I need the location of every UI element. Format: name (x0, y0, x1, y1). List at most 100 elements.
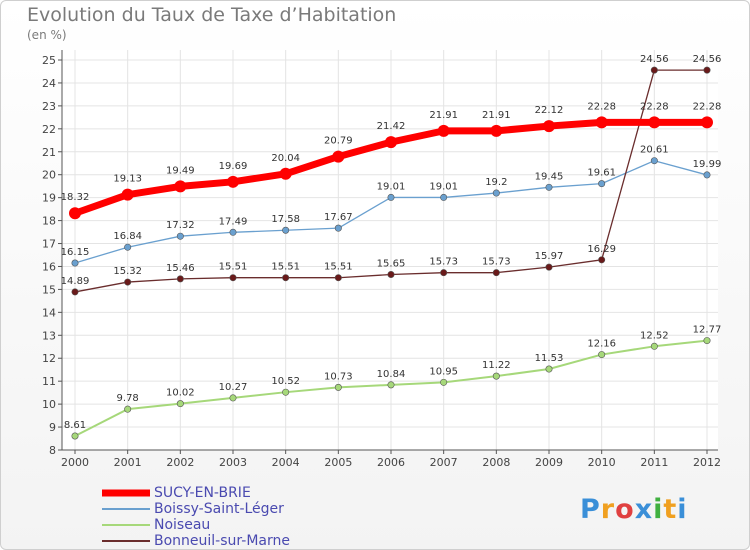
data-point (69, 207, 81, 220)
data-label: 17.32 (166, 220, 195, 231)
data-label: 22.28 (693, 101, 722, 112)
data-label: 15.46 (166, 263, 195, 274)
data-label: 17.49 (219, 216, 248, 227)
data-point (490, 124, 503, 137)
data-label: 20.79 (324, 136, 353, 147)
data-label: 14.89 (61, 276, 90, 287)
data-label: 10.95 (429, 366, 458, 377)
data-label: 15.73 (482, 257, 511, 268)
y-tick-label: 25 (42, 54, 56, 67)
data-point (229, 394, 237, 402)
legend-label: Noiseau (154, 517, 211, 533)
y-tick-label: 14 (42, 306, 56, 319)
data-label: 19.45 (535, 171, 564, 182)
x-tick-label: 2011 (640, 456, 668, 469)
proxiti-logo: Proxiti (580, 494, 688, 525)
data-label: 21.91 (482, 110, 511, 121)
data-point (176, 232, 184, 240)
data-point (650, 342, 658, 350)
data-label: 19.99 (693, 159, 722, 170)
data-point (545, 365, 553, 373)
data-point (648, 116, 661, 129)
data-point (387, 193, 395, 201)
data-point (492, 372, 500, 380)
data-point (71, 259, 79, 267)
y-tick-label: 22 (42, 123, 56, 136)
data-label: 19.01 (429, 181, 458, 192)
data-label: 15.65 (377, 259, 406, 270)
data-point (332, 150, 345, 163)
data-point (387, 381, 395, 389)
data-point (440, 378, 448, 386)
data-label: 12.77 (693, 325, 722, 336)
data-label: 22.12 (535, 105, 564, 116)
data-point (385, 136, 397, 149)
data-label: 16.29 (587, 244, 616, 255)
x-tick-label: 2008 (482, 456, 510, 469)
data-label: 11.22 (482, 360, 511, 371)
y-tick-label: 8 (49, 444, 56, 457)
x-tick-label: 2004 (272, 456, 300, 469)
data-label: 11.53 (535, 353, 564, 364)
data-label: 19.49 (166, 165, 195, 176)
data-label: 15.32 (113, 266, 142, 277)
y-tick-label: 17 (42, 238, 56, 251)
data-label: 9.78 (117, 393, 139, 404)
y-tick-label: 18 (42, 215, 56, 228)
data-point (598, 256, 606, 264)
data-point (703, 171, 711, 179)
data-label: 12.52 (640, 330, 669, 341)
data-point (176, 400, 184, 408)
data-point (124, 405, 132, 413)
data-label: 19.13 (113, 174, 142, 185)
data-label: 17.58 (271, 214, 300, 225)
y-tick-label: 21 (42, 146, 56, 159)
data-label: 19.61 (587, 168, 616, 179)
data-point (282, 388, 290, 396)
data-point (437, 124, 450, 137)
y-tick-label: 16 (42, 260, 56, 273)
data-label: 24.56 (640, 54, 669, 65)
data-label: 19.2 (485, 177, 507, 188)
data-point (492, 189, 500, 197)
data-label: 21.42 (377, 121, 406, 132)
y-tick-label: 10 (42, 398, 56, 411)
data-label: 10.27 (219, 382, 248, 393)
data-point (282, 226, 290, 234)
data-label: 18.32 (61, 192, 90, 203)
unit-label: (en %) (27, 28, 67, 42)
x-tick-label: 2005 (324, 456, 352, 469)
data-label: 16.84 (113, 231, 142, 242)
data-label: 10.52 (271, 376, 300, 387)
data-label: 21.91 (429, 110, 458, 121)
data-point (124, 278, 132, 286)
data-label: 24.56 (693, 54, 722, 65)
data-point (650, 157, 658, 165)
data-point (279, 167, 292, 180)
legend-item-bonneuil: Bonneuil-sur-Marne (100, 533, 290, 549)
data-point (71, 288, 79, 296)
data-point (703, 337, 711, 345)
x-tick-label: 2009 (535, 456, 563, 469)
data-point (701, 116, 713, 129)
x-tick-label: 2001 (114, 456, 142, 469)
data-point (440, 269, 448, 277)
logo-letter: r (600, 494, 616, 525)
data-label: 16.15 (61, 247, 90, 258)
data-point (124, 243, 132, 251)
data-point (598, 351, 606, 359)
data-label: 15.73 (429, 257, 458, 268)
data-label: 19.01 (377, 181, 406, 192)
logo-letter: P (580, 494, 601, 525)
y-tick-label: 12 (42, 352, 56, 365)
data-point (492, 269, 500, 277)
data-label: 10.02 (166, 388, 195, 399)
data-label: 10.84 (377, 369, 406, 380)
data-point (545, 263, 553, 271)
legend-item-noiseau: Noiseau (100, 517, 290, 533)
y-tick-label: 11 (42, 375, 56, 388)
chart-title: Evolution du Taux de Taxe d’Habitation (27, 4, 397, 26)
x-tick-label: 2007 (430, 456, 458, 469)
y-tick-label: 13 (42, 329, 56, 342)
